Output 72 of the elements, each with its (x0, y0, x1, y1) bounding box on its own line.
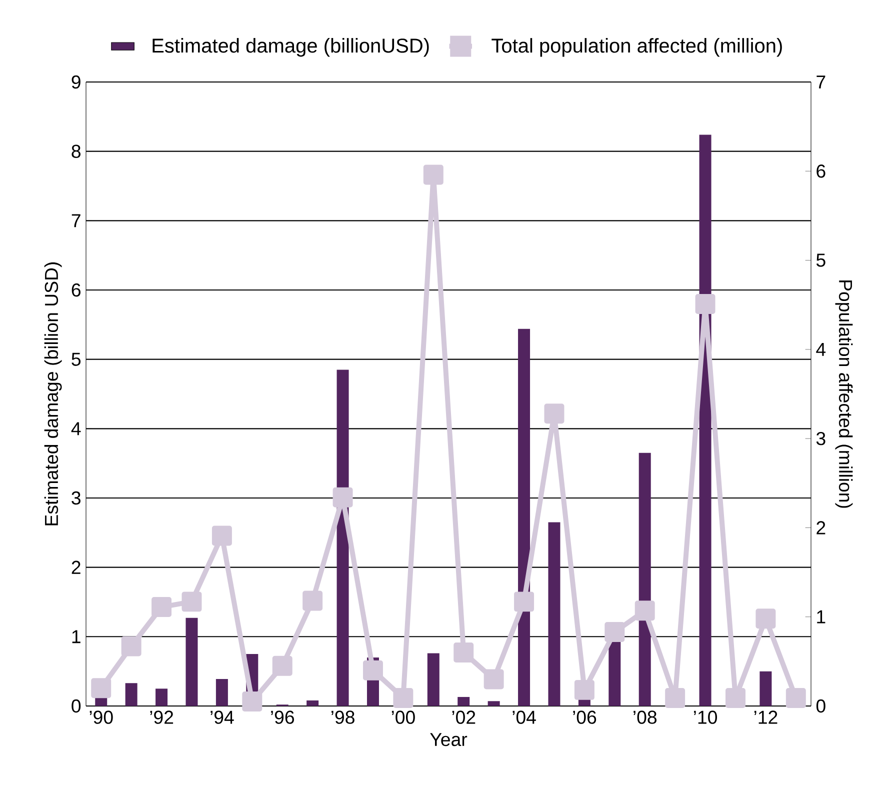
bar (608, 640, 621, 706)
point (604, 622, 625, 642)
point (725, 688, 746, 708)
y-tick-label: 4 (71, 422, 81, 436)
point (544, 404, 564, 424)
point (756, 608, 776, 629)
x-tick-label: ’04 (512, 710, 536, 724)
y2-tick-label: 3 (816, 432, 826, 446)
x-tick-label: ’94 (210, 710, 234, 724)
bar (518, 328, 530, 706)
x-tick-label: ’10 (694, 710, 718, 724)
y-tick-label: 2 (72, 560, 80, 574)
point (91, 678, 112, 698)
y-tick-label: 3 (72, 491, 80, 505)
point (665, 688, 686, 708)
y2-tick-label: 7 (816, 76, 826, 88)
y2-tick-label: 0 (816, 699, 826, 713)
point (695, 294, 716, 314)
x-tick-label: ’08 (634, 710, 657, 724)
point (362, 660, 383, 680)
y2-tick-label: 6 (816, 164, 826, 178)
bar (638, 452, 651, 706)
bar (760, 671, 772, 706)
y2-tick-label: 4 (816, 343, 826, 356)
point (514, 592, 534, 612)
bar (306, 700, 319, 706)
x-tick-label: ’12 (754, 710, 778, 724)
bar (427, 653, 440, 706)
y-tick-label: 6 (72, 283, 80, 297)
x-tick-label: ’92 (150, 710, 174, 724)
y2-tick-label: 2 (816, 521, 826, 534)
y2-axis-title: Population affected (million) (835, 280, 853, 508)
y-tick-label: 8 (72, 144, 80, 158)
x-tick-label: ’02 (452, 710, 476, 724)
y-axis-title: Estimated damage (billion USD) (44, 262, 62, 526)
point (634, 600, 655, 621)
point (454, 642, 474, 662)
point (332, 487, 353, 508)
x-tick-label: ’90 (90, 710, 113, 724)
bar (548, 522, 560, 706)
y-tick-label: 0 (72, 699, 81, 713)
point (121, 636, 142, 656)
bar (458, 696, 470, 706)
point (302, 590, 323, 611)
x-tick-label: ’96 (271, 710, 294, 724)
y2-tick-label: 5 (816, 254, 826, 267)
point (484, 669, 504, 690)
y-tick-label: 1 (72, 630, 80, 644)
y-tick-label: 5 (72, 352, 81, 366)
y-tick-label: 7 (72, 214, 80, 228)
x-tick-label: ’06 (573, 710, 596, 724)
y2-tick-label: 1 (817, 610, 826, 624)
point (272, 656, 292, 676)
point (212, 526, 232, 546)
legend-label: Estimated damage (billionUSD) (152, 38, 429, 57)
point (423, 164, 444, 185)
x-axis-title: Year (430, 733, 468, 746)
x-tick-label: ’98 (331, 710, 354, 724)
x-tick-label: ’00 (392, 710, 415, 724)
bar (186, 618, 198, 706)
y-tick-label: 9 (72, 75, 80, 89)
point (786, 688, 806, 708)
point (242, 692, 262, 712)
bar (156, 688, 168, 706)
bar (488, 701, 500, 706)
legend-label: Total population affected (million) (492, 38, 782, 57)
point (152, 597, 172, 618)
bar (125, 683, 138, 706)
point (393, 688, 414, 708)
point (182, 592, 202, 612)
bar (216, 678, 228, 706)
point (574, 680, 594, 700)
